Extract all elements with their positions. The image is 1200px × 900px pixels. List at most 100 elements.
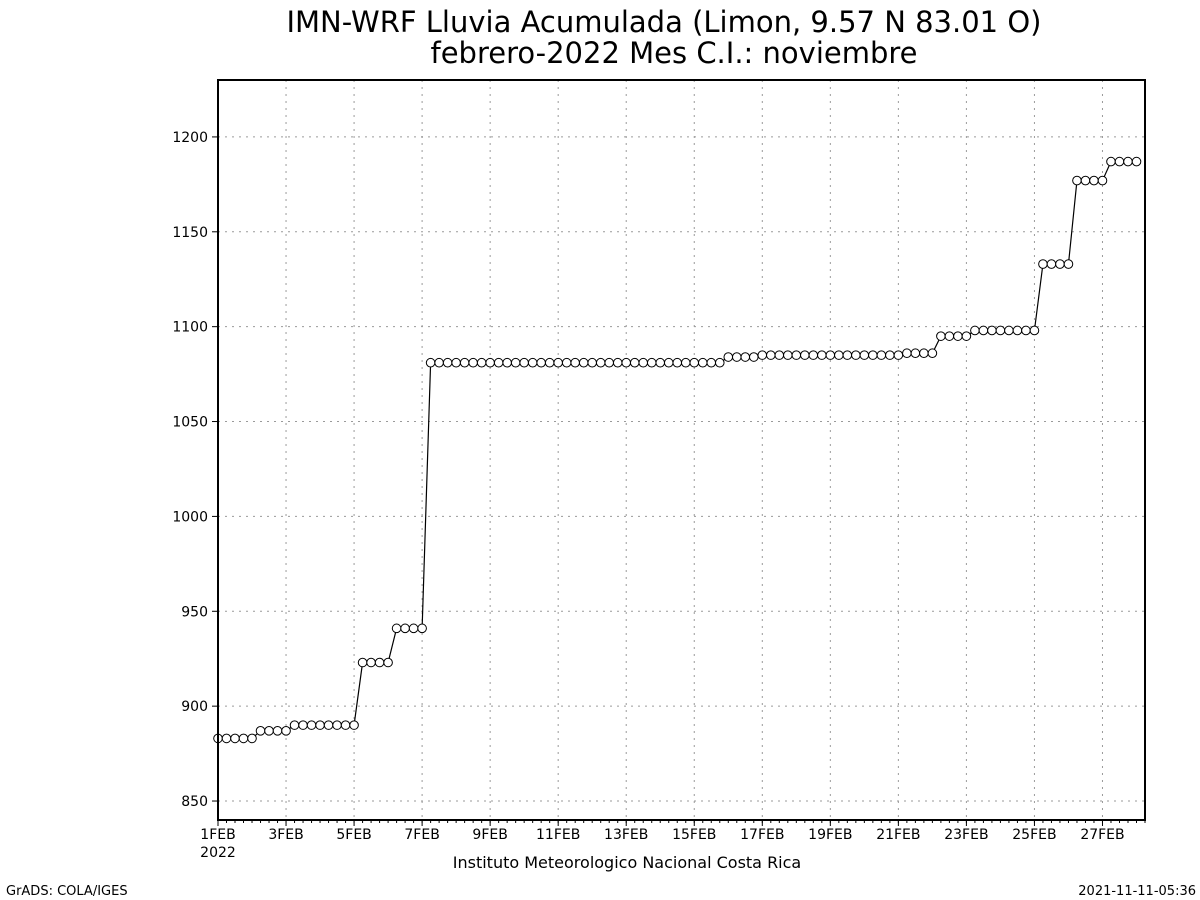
data-point [1012, 325, 1023, 336]
data-point [723, 352, 734, 362]
data-point [417, 623, 427, 634]
data-point [740, 352, 751, 362]
data-point [400, 623, 410, 634]
x-tick-label: 25FEB [1012, 827, 1056, 843]
data-point [783, 350, 793, 360]
data-point [1123, 156, 1133, 167]
data-point [536, 357, 546, 368]
data-point [544, 357, 555, 368]
data-point [970, 325, 980, 336]
data-point [995, 325, 1006, 336]
x-tick-label: 13FEB [604, 827, 648, 843]
data-point [663, 357, 674, 368]
x-tick-label: 5FEB [336, 827, 371, 843]
data-point [221, 733, 232, 744]
data-point [655, 357, 666, 368]
data-point [476, 357, 487, 368]
x-tick-label: 9FEB [472, 827, 507, 843]
data-point [553, 357, 563, 368]
data-point [459, 357, 470, 368]
data-point [442, 357, 453, 368]
data-point [366, 657, 376, 668]
y-tick-label: 1200 [172, 130, 208, 146]
data-point [587, 357, 598, 368]
institution-credit: Instituto Meteorologico Nacional Costa R… [453, 853, 801, 872]
data-point [255, 726, 266, 736]
data-point [1055, 259, 1065, 269]
data-point [800, 350, 810, 360]
data-point [936, 331, 946, 341]
data-point [1106, 156, 1116, 167]
data-point [425, 357, 436, 368]
data-point [519, 357, 529, 368]
data-point [612, 357, 623, 368]
data-point [332, 720, 342, 730]
x-tick-label: 19FEB [808, 827, 852, 843]
data-point [1072, 175, 1082, 186]
data-point [408, 623, 419, 634]
x-tick-label: 27FEB [1080, 827, 1124, 843]
data-point [697, 357, 708, 368]
data-point [680, 357, 691, 368]
data-point [1080, 175, 1091, 186]
data-point [315, 720, 325, 730]
series-line [218, 160, 1137, 740]
data-point [434, 357, 444, 368]
data-point [561, 357, 572, 368]
y-tick-label: 1000 [172, 509, 208, 525]
data-point [834, 350, 844, 360]
data-point [1004, 325, 1014, 336]
data-point [493, 357, 504, 368]
x-tick-label: 1FEB [200, 827, 235, 843]
data-point [281, 726, 291, 736]
data-point [885, 350, 895, 360]
data-point [289, 720, 300, 730]
data-point [808, 350, 819, 360]
data-point [646, 357, 657, 368]
x-tick-label: 3FEB [268, 827, 303, 843]
data-point [961, 331, 972, 341]
x-tick-label: 21FEB [876, 827, 920, 843]
x-axis: 1FEB 3FEB 5FEB 7FEB 9FEB 11FEB 13FEB 15FEB 17FEB… [200, 820, 1146, 843]
data-point [672, 357, 683, 368]
data-point [774, 350, 785, 360]
data-point [1038, 259, 1048, 269]
year-label: 2022 [200, 845, 236, 861]
data-point [570, 357, 580, 368]
data-point [842, 350, 853, 360]
software-credit: GrADS: COLA/IGES [6, 884, 128, 899]
data-point [374, 657, 385, 668]
data-point [876, 350, 887, 360]
data-point [264, 726, 274, 736]
timestamp: 2021-11-11-05:36 [1078, 884, 1196, 899]
x-tick-label: 15FEB [672, 827, 716, 843]
data-point [357, 657, 368, 668]
data-point [689, 357, 700, 368]
data-point [247, 733, 257, 744]
y-tick-label: 900 [181, 699, 208, 715]
data-point [451, 357, 461, 368]
data-point [851, 350, 861, 360]
plot-frame [217, 79, 1146, 821]
y-axis: 850 900 950 1000 1050 1100 1150 1200 [172, 130, 218, 810]
data-point [910, 348, 921, 359]
data-point [1097, 175, 1108, 186]
data-point [1063, 259, 1074, 269]
y-tick-label: 1050 [172, 415, 208, 431]
data-point [766, 350, 776, 360]
data-point [944, 331, 955, 341]
data-point [978, 325, 989, 336]
x-tick-label: 23FEB [944, 827, 988, 843]
data-point [714, 357, 725, 368]
y-tick-label: 950 [181, 604, 208, 620]
data-point [1089, 175, 1099, 186]
data-point [1021, 325, 1031, 336]
data-point [323, 720, 334, 730]
data-point [510, 357, 521, 368]
data-point [1029, 325, 1040, 336]
data-point [578, 357, 589, 368]
data-point [868, 350, 878, 360]
data-point [638, 357, 649, 368]
data-point [306, 720, 317, 730]
